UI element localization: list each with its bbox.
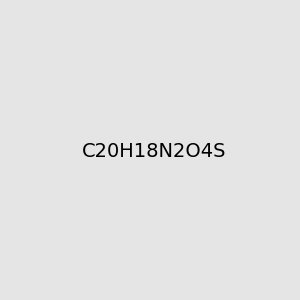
Text: C20H18N2O4S: C20H18N2O4S: [82, 142, 226, 161]
